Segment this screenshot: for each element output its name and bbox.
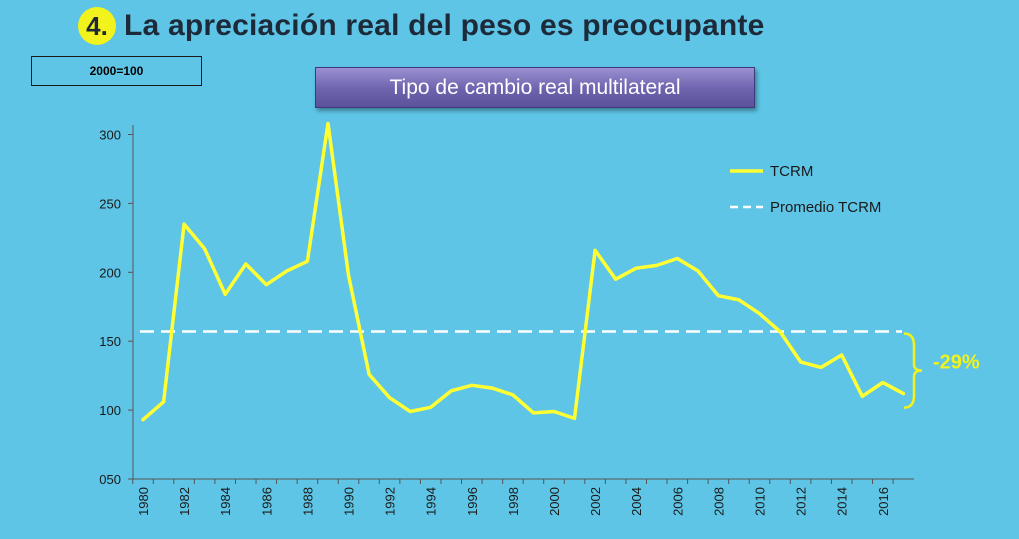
legend-label-average: Promedio TCRM [770,199,881,216]
slide-number-badge: 4. [78,7,116,45]
y-tick-label: 100 [99,403,121,418]
legend-label-tcrm: TCRM [770,163,813,180]
y-tick-label: 250 [99,196,121,211]
x-tick-label: 2012 [794,487,809,516]
annotation-label: -29% [933,352,980,374]
x-tick-label: 1982 [177,487,192,516]
x-tick-label: 1986 [259,487,274,516]
x-tick-label: 2004 [629,487,644,516]
x-tick-label: 1998 [506,487,521,516]
x-tick-label: 2016 [876,487,891,516]
chart-title: Tipo de cambio real multilateral [315,67,755,108]
base-year-note: 2000=100 [31,56,202,86]
x-tick-label: 1988 [300,487,315,516]
x-tick-label: 2000 [547,487,562,516]
x-tick-label: 2014 [835,487,850,516]
series-line-tcrm [141,121,906,422]
x-tick-label: 1984 [218,487,233,516]
y-tick-label: 050 [99,472,121,487]
y-tick-label: 150 [99,334,121,349]
x-tick-label: 1992 [383,487,398,516]
x-tick-label: 1994 [424,487,439,516]
x-tick-label: 2002 [588,487,603,516]
x-tick-label: 2006 [670,487,685,516]
y-tick-label: 300 [99,128,121,143]
title-row: 4. La apreciación real del peso es preoc… [78,6,765,46]
x-tick-label: 1996 [465,487,480,516]
slide-title: La apreciación real del peso es preocupa… [124,9,765,42]
y-tick-label: 200 [99,265,121,280]
x-tick-label: 2010 [753,487,768,516]
x-tick-label: 2008 [711,487,726,516]
x-tick-label: 1990 [342,487,357,516]
x-tick-label: 1980 [136,487,151,516]
brace-annotation [903,332,923,409]
